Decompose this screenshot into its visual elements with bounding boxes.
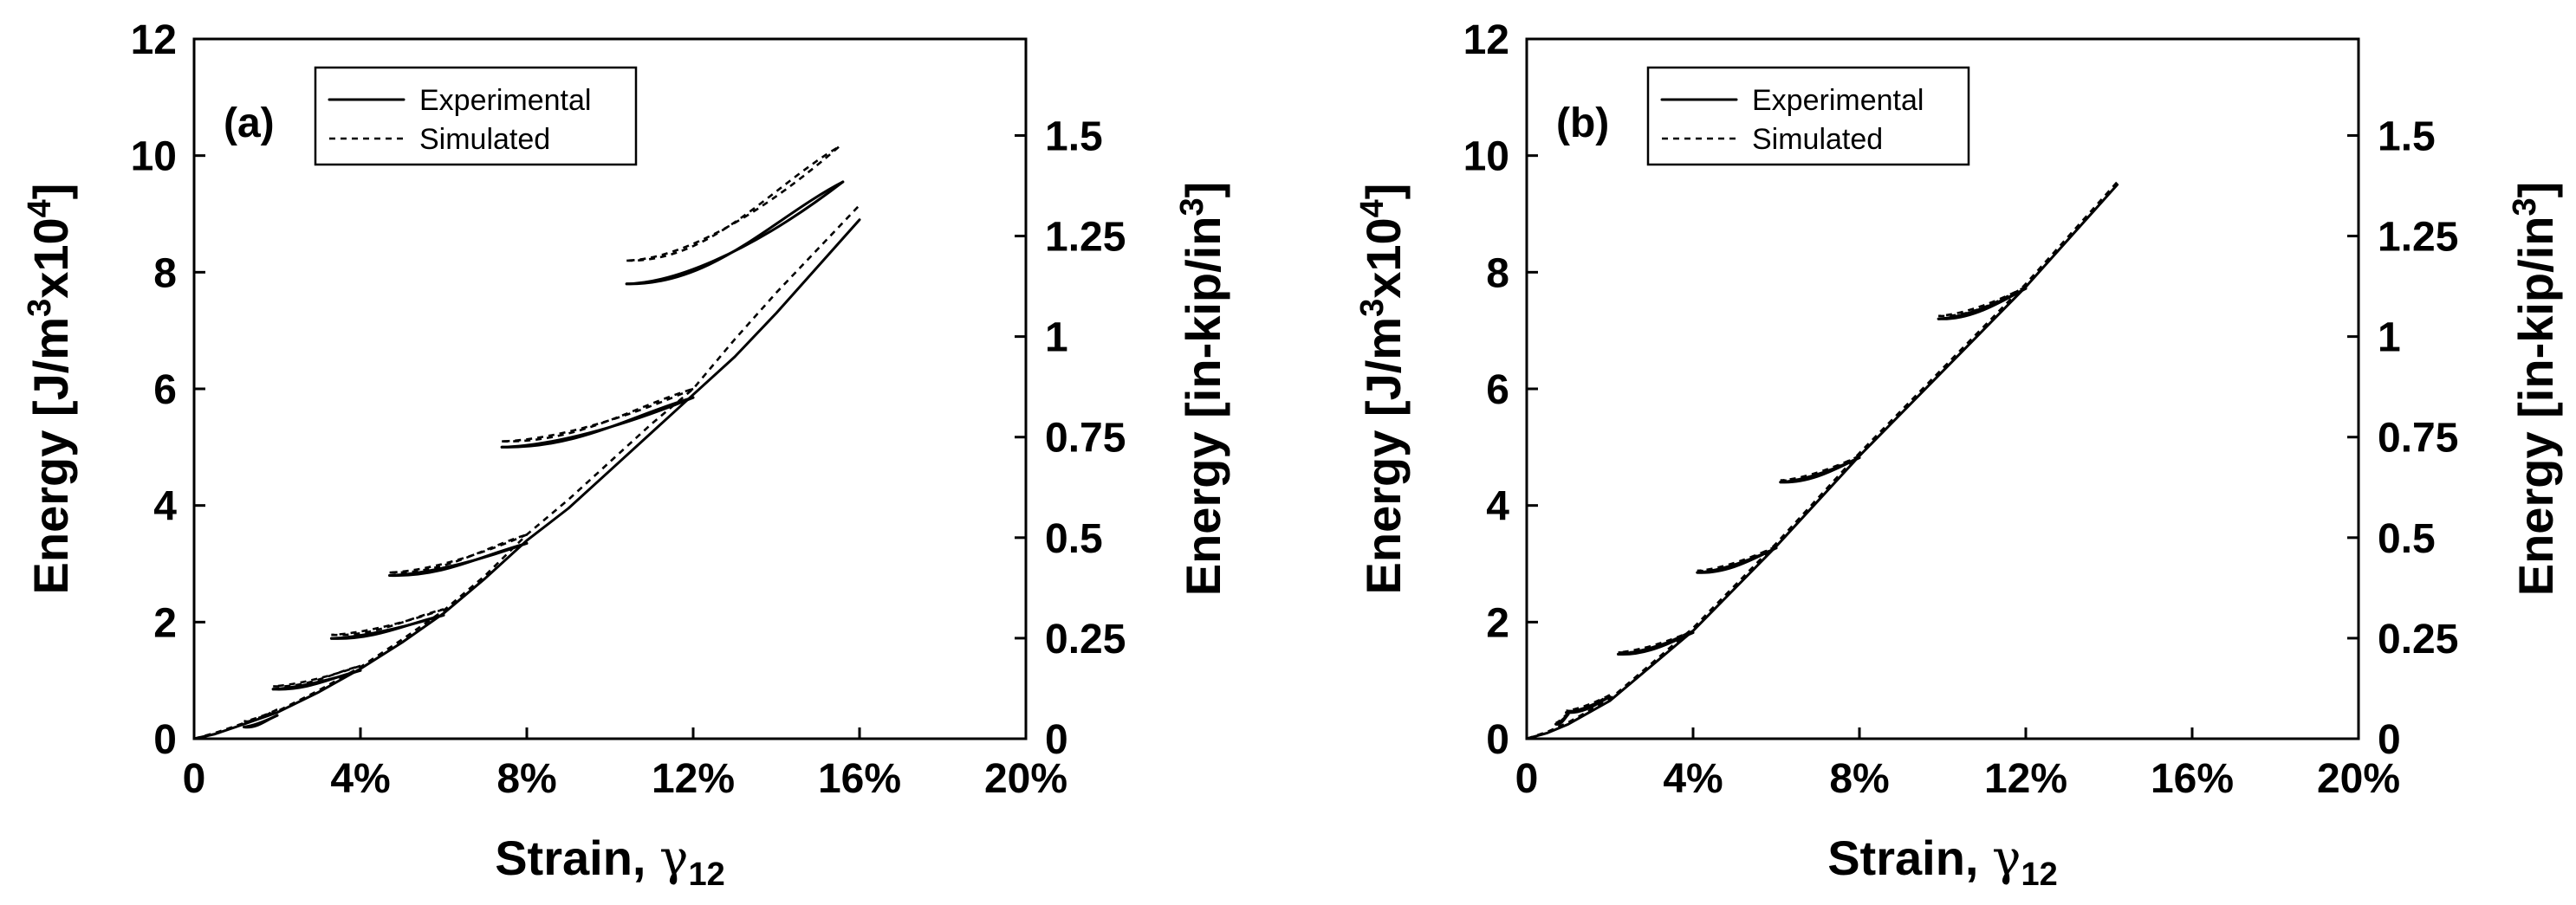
panel-label: (b) <box>1556 100 1609 146</box>
legend-label-simulated: Simulated <box>419 123 550 156</box>
experimental-reload-loop <box>1617 631 1695 656</box>
experimental-reload-loop <box>388 541 529 578</box>
simulated-reload-loop <box>243 708 278 723</box>
y-axis-title-left: Energy [J/m3x104] <box>22 184 78 595</box>
y-tick-label: 0 <box>153 717 177 763</box>
simulated-reload-loop <box>502 387 694 443</box>
x-tick-label: 12% <box>1984 756 2067 802</box>
axis-ticks <box>1525 37 2360 740</box>
x-tick-label: 4% <box>1663 756 1723 802</box>
simulated-unload-loop <box>389 533 528 574</box>
legend-label-experimental: Experimental <box>419 84 591 117</box>
y2-tick-label: 0.5 <box>1045 516 1103 562</box>
y-axis-title-left: Energy [J/m3x104] <box>1354 184 1411 595</box>
simulated-envelope <box>1526 181 2119 740</box>
y2-tick-label: 1.25 <box>2378 215 2458 261</box>
y2-tick-label: 0.75 <box>1045 416 1126 462</box>
simulated-reload-loop <box>331 608 444 637</box>
x-axis-title: Strain, γ12 <box>1827 831 2058 893</box>
y2-tick-label: 0.25 <box>1045 617 1126 663</box>
legend-label-experimental: Experimental <box>1752 84 1924 117</box>
legend-box <box>1646 66 1970 166</box>
simulated-unload-loop <box>626 145 840 262</box>
x-tick-label: 16% <box>2151 756 2234 802</box>
x-tick-label: 8% <box>496 756 556 802</box>
experimental-reload-loop <box>500 396 695 449</box>
y-tick-label: 6 <box>1486 367 1509 413</box>
y-tick-label: 2 <box>1486 600 1509 646</box>
simulated-unload-loop <box>331 608 444 637</box>
simulated-reload-loop <box>389 533 528 574</box>
y2-tick-label: 1 <box>1045 315 1068 361</box>
experimental-envelope <box>192 218 861 740</box>
y-axis-title-right: Energy [in-kip/in3] <box>1174 182 1230 597</box>
y-tick-label: 2 <box>153 600 177 646</box>
y-tick-labels: 0 2 4 6 8 10 12 <box>131 17 178 763</box>
experimental-envelope <box>1525 183 2119 740</box>
x-axis-title: Strain, γ12 <box>495 831 725 893</box>
simulated-unload-loop <box>1566 694 1611 712</box>
y-tick-label: 8 <box>1486 250 1509 296</box>
panel-label: (a) <box>224 100 275 146</box>
y2-tick-label: 1.25 <box>1045 215 1126 261</box>
simulated-reload-loop <box>1618 630 1694 654</box>
y2-tick-label: 0.75 <box>2378 416 2458 462</box>
legend-box <box>314 66 638 166</box>
simulated-reload-loop <box>1555 711 1570 725</box>
y-tick-label: 10 <box>131 134 177 180</box>
x-tick-label: 20% <box>2317 756 2400 802</box>
simulated-envelope <box>193 204 860 740</box>
y2-tick-label: 1.5 <box>1045 113 1103 159</box>
x-tick-label: 0 <box>183 756 206 802</box>
y-tick-label: 12 <box>131 17 177 63</box>
simulated-reload-loop <box>273 664 361 688</box>
experimental-reload-loop <box>243 714 279 729</box>
y2-tick-label: 0 <box>1045 717 1068 763</box>
x-tick-label: 16% <box>818 756 901 802</box>
experimental-unload-loop <box>625 180 845 286</box>
experimental-reload-loop <box>1696 546 1778 574</box>
y-tick-label: 6 <box>153 367 177 413</box>
y-tick-label: 10 <box>1463 134 1509 180</box>
x-tick-label: 4% <box>330 756 390 802</box>
y-tick-label: 0 <box>1486 717 1509 763</box>
series-layer <box>192 145 861 740</box>
y-axis-title-right: Energy [in-kip/in3] <box>2507 182 2563 597</box>
y-tick-label: 8 <box>153 250 177 296</box>
y-tick-label: 4 <box>153 484 177 530</box>
x-tick-label: 8% <box>1829 756 1889 802</box>
legend-label-simulated: Simulated <box>1752 123 1883 156</box>
y2-tick-labels: 0 0.25 0.5 0.75 1 1.25 1.5 <box>2378 113 2458 763</box>
y-tick-labels: 0 2 4 6 8 10 12 <box>1463 17 1510 763</box>
legend: Experimental Simulated <box>314 66 638 166</box>
experimental-reload-loop <box>329 613 445 640</box>
simulated-unload-loop <box>243 708 278 723</box>
series-layer <box>1525 181 2119 740</box>
axis-ticks <box>192 37 1028 740</box>
x-tick-label: 20% <box>984 756 1067 802</box>
x-tick-labels: 0 4% 8% 12% 16% 20% <box>183 756 1067 802</box>
y-tick-label: 12 <box>1463 17 1509 63</box>
y2-tick-label: 1 <box>2378 315 2401 361</box>
x-tick-labels: 0 4% 8% 12% 16% 20% <box>1515 756 2400 802</box>
panel-b: 0 4% 8% 12% 16% 20% 0 2 4 6 8 10 12 0 0.25 0.5 0.75 1 1.… <box>1354 17 2563 893</box>
experimental-reload-loop <box>1565 695 1612 714</box>
legend: Experimental Simulated <box>1646 66 1970 166</box>
y2-tick-labels: 0 0.25 0.5 0.75 1 1.25 1.5 <box>1045 113 1126 763</box>
y2-tick-label: 0.25 <box>2378 617 2458 663</box>
x-tick-label: 12% <box>652 756 735 802</box>
y-tick-label: 4 <box>1486 484 1509 530</box>
x-tick-label: 0 <box>1515 756 1539 802</box>
simulated-reload-loop <box>1697 545 1777 572</box>
y2-tick-label: 1.5 <box>2378 113 2436 159</box>
panel-a: 0 4% 8% 12% 16% 20% 0 2 4 6 8 10 12 0 0.25 0.5 0.75 1 1.… <box>22 17 1230 893</box>
experimental-reload-loop <box>625 180 845 286</box>
y2-tick-label: 0.5 <box>2378 516 2436 562</box>
y2-tick-label: 0 <box>2378 717 2401 763</box>
simulated-unload-loop <box>502 387 694 443</box>
simulated-reload-loop <box>1938 286 2027 318</box>
simulated-reload-loop <box>1780 455 1860 482</box>
simulated-reload-loop <box>1566 694 1611 713</box>
